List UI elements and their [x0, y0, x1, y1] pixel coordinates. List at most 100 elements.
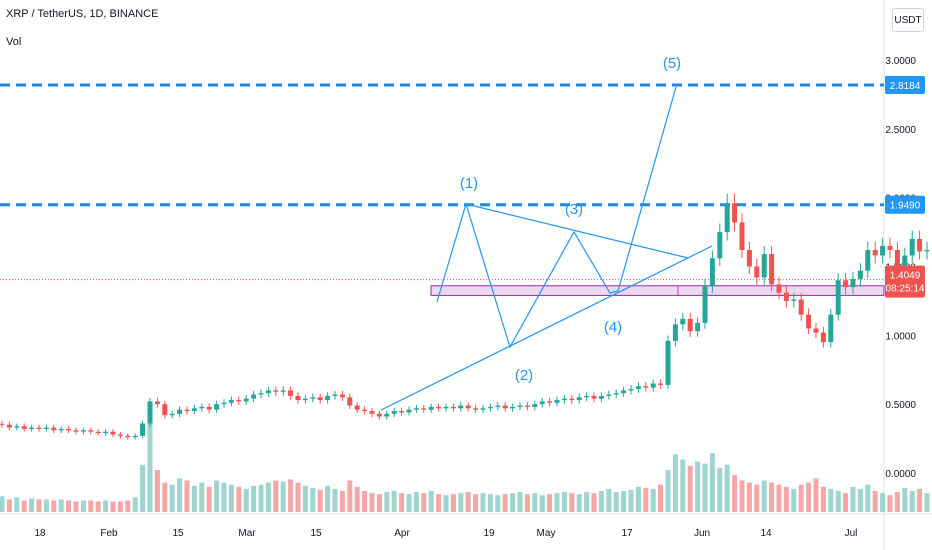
time-tick-label: 14 [760, 528, 772, 539]
volume-bar [413, 492, 419, 512]
volume-bar [687, 465, 693, 512]
candle-body [154, 401, 160, 405]
price-tick-label: 0.5000 [885, 400, 916, 411]
candle-body [310, 397, 316, 399]
volume-bar [214, 480, 220, 512]
candle-body [695, 322, 701, 332]
volume-bar [21, 500, 27, 512]
volume-bar [761, 480, 767, 512]
volume-bar [191, 485, 197, 512]
volume-bar [280, 481, 286, 512]
volume-bar [717, 467, 723, 512]
volume-bar [850, 486, 856, 512]
candle-body [339, 394, 345, 398]
wave-label: (2) [515, 367, 533, 384]
time-tick-label: 18 [34, 528, 46, 539]
candle-body [813, 328, 819, 333]
volume-bar [339, 491, 345, 512]
volume-bar [243, 488, 249, 512]
volume-bar [857, 488, 863, 512]
volume-bar [872, 491, 878, 512]
candle-body [147, 401, 153, 424]
candle-body [21, 426, 27, 429]
volume-bar [236, 486, 242, 512]
volume-bar [480, 493, 486, 512]
candle-body [835, 280, 841, 315]
candle-body [917, 238, 923, 252]
candle-body [458, 405, 464, 409]
candle-body [162, 404, 168, 416]
volume-bar [391, 491, 397, 512]
wave-label: (3) [565, 201, 583, 218]
candle-body [450, 406, 456, 409]
candle-body [576, 397, 582, 401]
candle-body [665, 340, 671, 385]
candle-body [769, 254, 775, 285]
volume-bar [613, 492, 619, 512]
volume-bar [51, 500, 57, 512]
candle-body [251, 394, 257, 399]
volume-bar [80, 500, 86, 512]
volume-bar [917, 488, 923, 512]
volume-bar [724, 464, 730, 512]
volume-bar [628, 489, 634, 512]
candle-body [206, 406, 212, 410]
time-tick-label: May [537, 528, 556, 539]
volume-bar [680, 459, 686, 512]
candle-body [332, 394, 338, 396]
volume-bar [110, 501, 116, 512]
volume-bar [6, 499, 12, 512]
candle-body [413, 408, 419, 410]
volume-bar [376, 494, 382, 512]
candle-body [347, 397, 353, 406]
volume-bar [561, 492, 567, 512]
volume-bar [184, 480, 190, 512]
wave-label: (4) [604, 319, 622, 336]
candle-body [66, 428, 72, 431]
candle-body [421, 408, 427, 410]
currency-button[interactable]: USDT [892, 8, 924, 32]
level-price-badge [885, 76, 925, 95]
candle-body [406, 409, 412, 413]
volume-bar [465, 492, 471, 512]
level-price-badge-label: 2.8184 [890, 81, 921, 92]
volume-bar [273, 480, 279, 512]
candle-body [288, 390, 294, 396]
wave-label: (1) [460, 175, 478, 192]
volume-bar [754, 484, 760, 512]
volume-bar [206, 486, 212, 512]
candle-body [820, 332, 826, 343]
candle-body [702, 285, 708, 323]
candle-body [554, 400, 560, 403]
candle-body [643, 386, 649, 388]
candle-body [58, 428, 64, 431]
volume-bar [228, 484, 234, 512]
volume-bar [776, 484, 782, 512]
volume-bar [702, 463, 708, 512]
volume-bar [428, 491, 434, 512]
volume-bar [362, 491, 368, 512]
candle-body [687, 318, 693, 332]
candle-body [51, 427, 57, 431]
candle-body [302, 398, 308, 401]
candle-body [317, 397, 323, 401]
volume-bar [132, 497, 138, 512]
volume-bar [643, 487, 649, 512]
volume-bar [199, 482, 205, 512]
candle-body [265, 390, 271, 394]
candle-body [680, 318, 686, 325]
candle-body [428, 406, 434, 410]
current-price-label: 1.4049 [890, 271, 921, 282]
candle-body [125, 435, 131, 438]
candle-body [117, 434, 123, 436]
volume-bar [147, 422, 153, 512]
time-tick-label: Mar [238, 528, 256, 539]
volume-bar [258, 484, 264, 512]
volume-bar [406, 494, 412, 512]
time-tick-label: Apr [394, 528, 410, 539]
candle-body [325, 395, 331, 401]
candle-body [613, 393, 619, 395]
volume-bar [835, 491, 841, 512]
candle-body [354, 405, 360, 410]
